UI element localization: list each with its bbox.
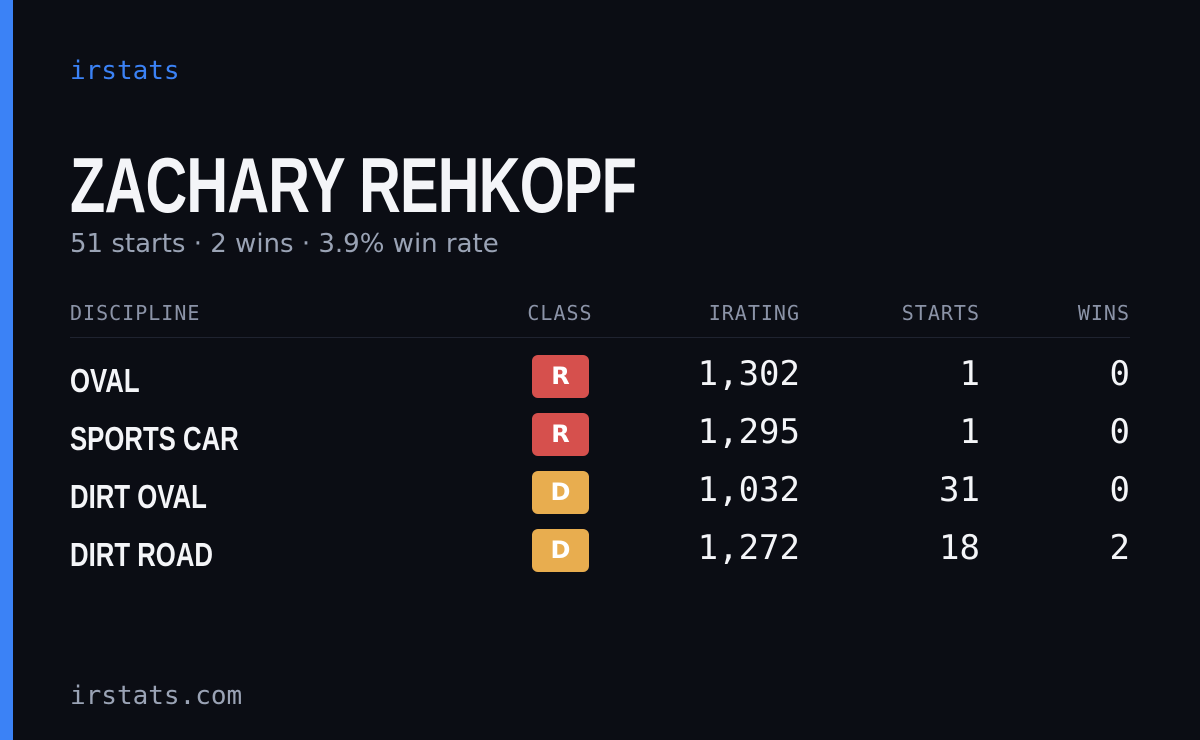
brand: irstats	[70, 56, 180, 86]
column-header: CLASS	[527, 301, 593, 325]
column-header: STARTS	[901, 301, 980, 325]
summary: 51 starts · 2 wins · 3.9% win rate	[70, 229, 499, 259]
class-badge: R	[532, 355, 589, 398]
header-rule	[70, 337, 1130, 338]
irating-value: 1,302	[697, 354, 800, 394]
discipline: SPORTS CAR	[70, 420, 239, 457]
starts-value: 1	[959, 354, 980, 394]
accent-bar	[0, 0, 13, 740]
class-badge: D	[532, 529, 589, 572]
irating-value: 1,272	[697, 528, 800, 568]
wins-value: 0	[1109, 470, 1130, 510]
starts-value: 31	[939, 470, 980, 510]
discipline: OVAL	[70, 362, 140, 399]
discipline: DIRT OVAL	[70, 478, 207, 515]
class-badge: D	[532, 471, 589, 514]
discipline: DIRT ROAD	[70, 536, 213, 573]
starts-value: 18	[939, 528, 980, 568]
wins-value: 0	[1109, 412, 1130, 452]
footer-site: irstats.com	[70, 681, 243, 711]
class-badge: R	[532, 413, 589, 456]
column-header: IRATING	[708, 301, 800, 325]
irating-value: 1,295	[697, 412, 800, 452]
irating-value: 1,032	[697, 470, 800, 510]
column-header: WINS	[1077, 301, 1130, 325]
wins-value: 2	[1109, 528, 1130, 568]
wins-value: 0	[1109, 354, 1130, 394]
column-header: DISCIPLINE	[70, 301, 201, 325]
starts-value: 1	[959, 412, 980, 452]
driver-name: ZACHARY REHKOPF	[70, 141, 637, 229]
